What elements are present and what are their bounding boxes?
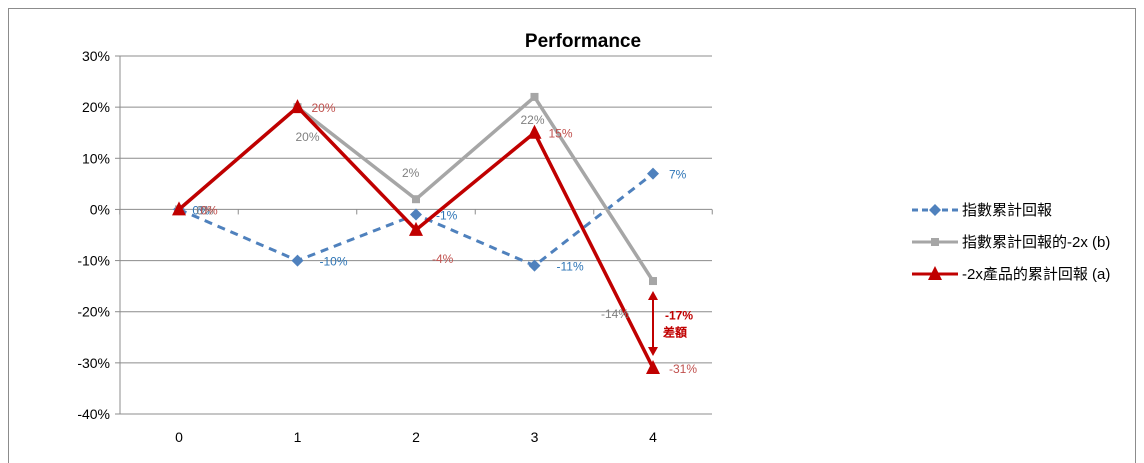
data-label: 20% bbox=[312, 101, 336, 115]
legend-label: 指數累計回報 bbox=[962, 202, 1052, 219]
x-tick-label: 3 bbox=[531, 429, 539, 445]
data-label: -4% bbox=[432, 252, 454, 266]
y-tick-label: -30% bbox=[77, 355, 110, 371]
gridlines bbox=[120, 55, 712, 415]
triangle-marker bbox=[928, 266, 942, 280]
square-marker bbox=[649, 277, 657, 286]
square-marker bbox=[412, 195, 420, 204]
series-line bbox=[177, 95, 655, 282]
triangle-marker bbox=[646, 359, 660, 374]
data-label: 22% bbox=[521, 113, 545, 127]
legend-item-2: 指數累計回報的-2x (b) bbox=[912, 234, 1110, 251]
y-tick-label: -40% bbox=[77, 406, 110, 422]
data-label: -10% bbox=[320, 255, 348, 269]
legend-label: -2x產品的累計回報 (a) bbox=[962, 266, 1110, 283]
chart-title: Performance bbox=[525, 31, 641, 52]
chart-frame bbox=[8, 8, 1136, 463]
difference-value: -17% bbox=[665, 309, 693, 323]
x-tick-label: 1 bbox=[294, 429, 302, 445]
triangle-marker bbox=[409, 221, 423, 236]
y-tick-label: 10% bbox=[82, 150, 110, 166]
y-tick-label: 30% bbox=[82, 48, 110, 64]
square-marker bbox=[931, 238, 939, 246]
triangle-marker bbox=[527, 124, 542, 139]
diamond-marker bbox=[291, 254, 304, 267]
x-tick-label: 2 bbox=[412, 429, 420, 445]
data-label: -14% bbox=[601, 307, 629, 321]
difference-label: 差額 bbox=[662, 325, 687, 340]
y-tick-label: -20% bbox=[77, 304, 110, 320]
arrow-head-up bbox=[648, 291, 658, 301]
legend-item-1: 指數累計回報 bbox=[912, 202, 1052, 219]
diamond-marker bbox=[929, 204, 941, 216]
data-label: 0% bbox=[196, 203, 214, 217]
y-tick-label: -10% bbox=[77, 253, 110, 269]
arrow-head-down bbox=[648, 346, 658, 356]
square-marker bbox=[530, 92, 539, 101]
data-label: -31% bbox=[669, 362, 697, 376]
data-label: 2% bbox=[402, 166, 420, 180]
diamond-marker bbox=[647, 167, 659, 180]
x-axis: 0 1 2 3 4 bbox=[119, 208, 713, 445]
data-label: 0% bbox=[192, 203, 210, 217]
data-labels: 0% -10% -1% -11% 7% 0% 20% 2% 22% -14% 0% 20% -4% 15%… bbox=[192, 101, 697, 376]
x-tick-label: 4 bbox=[649, 429, 657, 445]
triangle-marker bbox=[290, 99, 305, 114]
data-label: -1% bbox=[436, 209, 458, 223]
series-1 bbox=[173, 167, 659, 272]
triangle-marker bbox=[172, 201, 186, 216]
series-line bbox=[177, 105, 655, 369]
x-tick-label: 0 bbox=[175, 429, 183, 445]
series-3 bbox=[172, 99, 660, 374]
legend-label: 指數累計回報的-2x (b) bbox=[962, 234, 1110, 251]
y-tick-label: 20% bbox=[82, 99, 110, 115]
data-label: 7% bbox=[669, 168, 687, 182]
diamond-marker bbox=[528, 259, 541, 272]
y-axis-ticks: 30% 20% 10% 0% -10% -20% -30% -40% bbox=[77, 48, 121, 422]
legend-item-3: -2x產品的累計回報 (a) bbox=[912, 266, 1110, 283]
diamond-marker bbox=[410, 208, 422, 221]
data-label: -11% bbox=[557, 260, 584, 274]
data-label: 0% bbox=[200, 203, 218, 217]
difference-annotation: -17% 差額 bbox=[648, 291, 693, 356]
series-group bbox=[172, 92, 660, 374]
data-label: 20% bbox=[296, 130, 320, 144]
y-tick-label: 0% bbox=[90, 201, 110, 217]
series-2 bbox=[175, 92, 657, 286]
data-label: 15% bbox=[549, 127, 573, 141]
